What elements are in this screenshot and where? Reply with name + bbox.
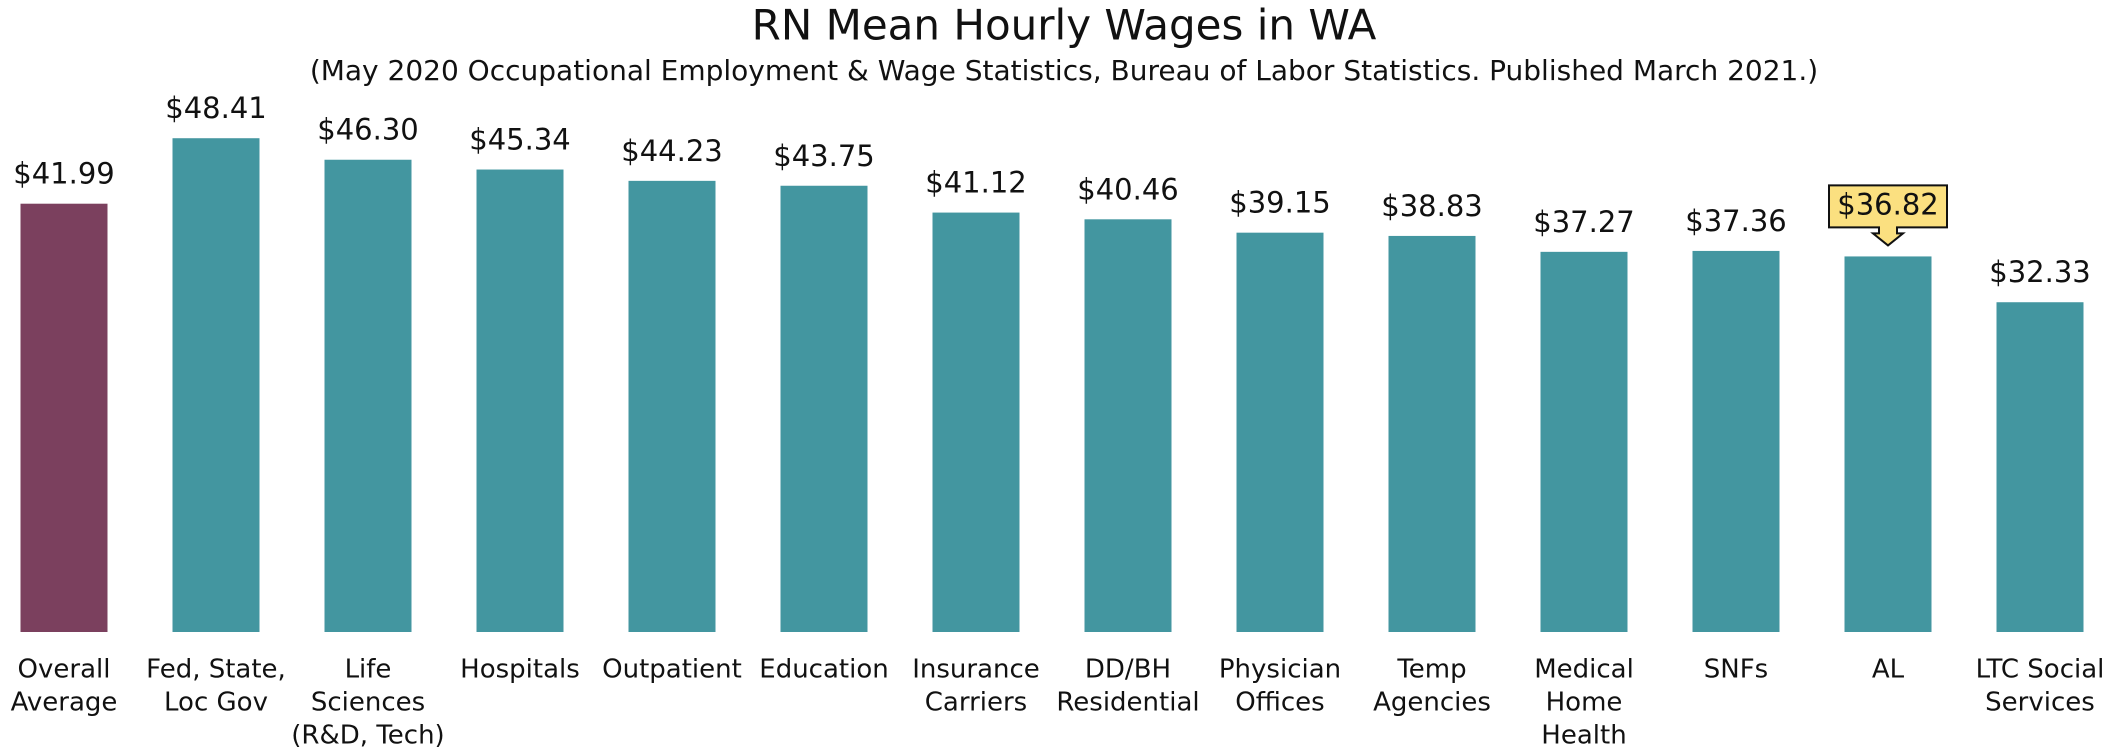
bar xyxy=(324,159,412,633)
x-tick-label: Residential xyxy=(1056,688,1199,718)
bar xyxy=(932,212,1020,633)
bar xyxy=(1844,256,1932,632)
value-label: $41.12 xyxy=(925,166,1026,200)
x-tick-label: Physician xyxy=(1219,655,1341,685)
chart-title: RN Mean Hourly Wages in WA xyxy=(752,1,1377,50)
x-tick-label: Insurance xyxy=(912,655,1040,685)
x-tick-label: Education xyxy=(759,655,888,685)
x-tick-label: SNFs xyxy=(1704,655,1768,685)
x-tick-label: (R&D, Tech) xyxy=(291,721,444,750)
x-tick-label: Health xyxy=(1541,721,1626,750)
x-tick-label: Hospitals xyxy=(460,655,580,685)
value-label: $40.46 xyxy=(1077,172,1178,206)
x-tick-label: AL xyxy=(1872,655,1905,685)
x-tick-label: Sciences xyxy=(311,688,425,718)
bar xyxy=(476,169,564,633)
x-tick-label: Average xyxy=(11,688,118,718)
label-callout xyxy=(1828,184,1948,247)
x-tick-label: Outpatient xyxy=(602,655,742,685)
value-label: $36.82 xyxy=(1837,187,1938,221)
value-label: $32.33 xyxy=(1989,255,2090,289)
x-tick-label: Carriers xyxy=(925,688,1027,718)
x-tick-label: Temp xyxy=(1396,655,1466,685)
value-label: $46.30 xyxy=(317,113,418,147)
x-tick-label: Services xyxy=(1985,688,2095,718)
value-label: $39.15 xyxy=(1229,186,1330,220)
x-tick-label: LTC Social xyxy=(1976,655,2105,685)
x-tick-label: Offices xyxy=(1235,688,1324,718)
x-tick-label: Fed, State, xyxy=(146,655,286,685)
value-label: $48.41 xyxy=(165,91,266,125)
x-tick-label: Life xyxy=(345,655,392,685)
value-label: $41.99 xyxy=(13,157,114,191)
bar xyxy=(1996,302,2084,632)
x-tick-label: Home xyxy=(1546,688,1623,718)
bar xyxy=(780,185,868,632)
value-label: $44.23 xyxy=(621,134,722,168)
bar xyxy=(1540,251,1628,632)
value-label: $37.27 xyxy=(1533,205,1634,239)
x-tick-label: DD/BH xyxy=(1085,655,1171,685)
value-label: $38.83 xyxy=(1381,189,1482,223)
bar xyxy=(172,138,260,632)
bar xyxy=(1692,250,1780,633)
x-tick-label: Agencies xyxy=(1373,688,1491,718)
bar xyxy=(1236,232,1324,633)
bar xyxy=(1388,235,1476,632)
chart-subtitle: (May 2020 Occupational Employment & Wage… xyxy=(310,54,1818,87)
value-label: $43.75 xyxy=(773,139,874,173)
bar xyxy=(628,180,716,632)
value-label: $37.36 xyxy=(1685,204,1786,238)
bar xyxy=(20,203,108,632)
x-tick-label: Overall xyxy=(18,655,111,685)
bar xyxy=(1084,219,1172,633)
x-tick-label: Loc Gov xyxy=(164,688,268,718)
x-tick-label: Medical xyxy=(1534,655,1634,685)
value-label: $45.34 xyxy=(469,123,570,157)
